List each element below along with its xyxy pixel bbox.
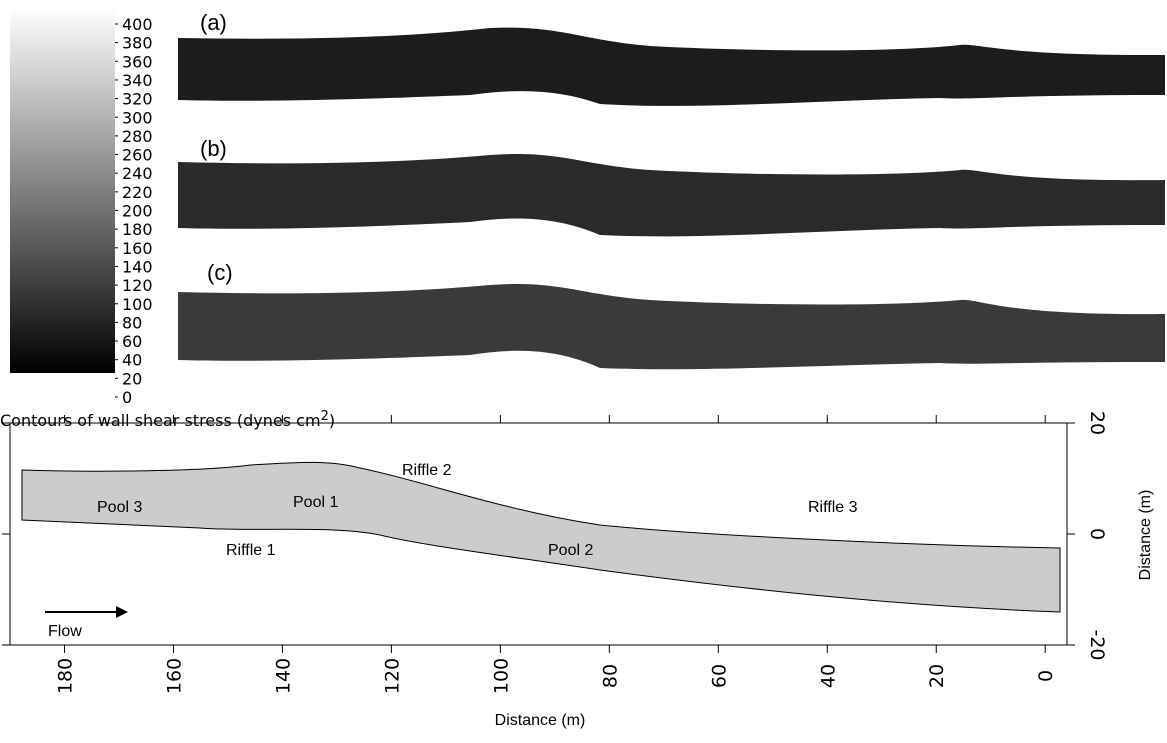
x-tick-label: 120 — [381, 658, 403, 694]
colorbar-tick-label: 120 — [122, 276, 153, 295]
colorbar-tick-label: 240 — [122, 164, 153, 183]
x-tick-label: 80 — [599, 664, 621, 688]
colorbar-tick-label: 280 — [122, 127, 153, 146]
x-tick-label: 140 — [272, 658, 294, 694]
colorbar-tick-label: 340 — [122, 71, 153, 90]
y-tick-label: 0 — [1086, 528, 1108, 540]
x-tick-label: 60 — [708, 664, 730, 688]
colorbar-tick-label: 200 — [122, 202, 153, 221]
colorbar-tick-label: 160 — [122, 239, 153, 258]
x-tick-label: 100 — [490, 658, 512, 694]
panel-label: (b) — [200, 136, 227, 161]
colorbar-tick-label: 400 — [122, 15, 153, 34]
x-tick-label: 180 — [54, 658, 76, 694]
y-axis-label: Distance (m) — [1137, 490, 1154, 581]
x-tick-label: 0 — [1035, 670, 1057, 682]
colorbar-tick-label: 100 — [122, 295, 153, 314]
annotation: Pool 1 — [293, 494, 338, 511]
colorbar-tick-label: 380 — [122, 34, 153, 53]
flow-arrowhead — [116, 606, 128, 618]
x-tick-label: 20 — [926, 664, 948, 688]
x-tick-label: 160 — [163, 658, 185, 694]
colorbar-tick-label: 300 — [122, 108, 153, 127]
x-axis-label: Distance (m) — [495, 712, 586, 729]
annotation: Riffle 3 — [808, 499, 858, 516]
colorbar-tick-label: 180 — [122, 220, 153, 239]
x-tick-label: 40 — [817, 664, 839, 688]
river-a — [178, 27, 1165, 106]
colorbar-title: Contours of wall shear stress (dynes cm2… — [0, 409, 335, 430]
title-end: ) — [329, 411, 335, 430]
annotation: Riffle 1 — [226, 542, 276, 559]
colorbar-tick-label: 20 — [122, 369, 142, 388]
title-sup: 2 — [321, 409, 329, 424]
colorbar-tick-label: 320 — [122, 90, 153, 109]
y-tick-label: -20 — [1086, 629, 1108, 660]
colorbar — [10, 8, 115, 373]
panel-label: (a) — [200, 10, 227, 35]
annotation: Flow — [48, 623, 82, 640]
panel-label: (c) — [207, 260, 233, 285]
colorbar-tick-label: 40 — [122, 351, 142, 370]
river-c — [178, 283, 1165, 370]
colorbar-tick-label: 260 — [122, 146, 153, 165]
annotation: Pool 3 — [97, 499, 142, 516]
colorbar-tick-label: 60 — [122, 332, 142, 351]
y-tick-label: 20 — [1086, 411, 1108, 435]
river-b — [178, 153, 1165, 237]
annotation: Riffle 2 — [402, 462, 452, 479]
colorbar-tick-label: 220 — [122, 183, 153, 202]
colorbar-tick-label: 80 — [122, 313, 142, 332]
colorbar-tick-label: 0 — [122, 388, 132, 407]
river-map — [21, 461, 1061, 613]
colorbar-tick-label: 140 — [122, 257, 153, 276]
annotation: Pool 2 — [548, 542, 593, 559]
colorbar-tick-label: 360 — [122, 52, 153, 71]
